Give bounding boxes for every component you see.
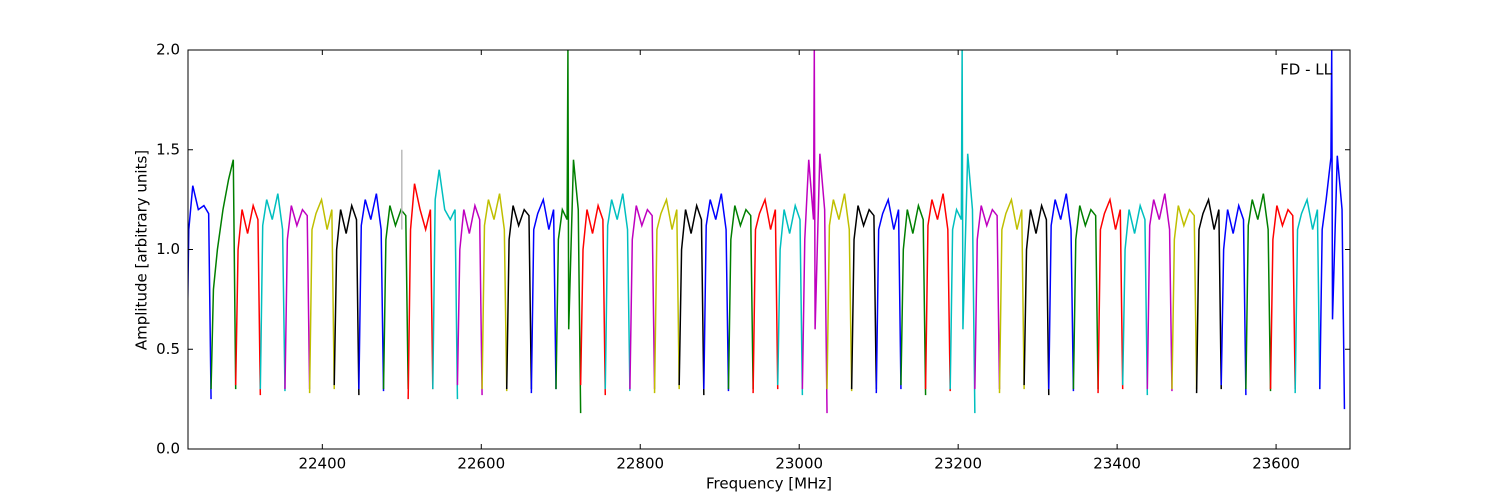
x-tick-label: 23600 [1252,455,1300,473]
spectrum-line [555,50,582,414]
spectrum-line [776,202,804,396]
annotation: FD - LL [1280,61,1332,79]
y-tick-label: 2.0 [156,41,180,59]
spectrum-line [481,193,508,392]
y-tick-label: 1.5 [156,140,180,158]
spectrum-line [530,196,557,394]
spectrum-line [1146,193,1173,392]
spectrum-line [801,50,828,414]
spectrum-line [407,183,434,400]
spectrum-line [974,205,1001,390]
x-tick-label: 23000 [775,455,823,473]
spectrum-line [1294,196,1321,394]
spectrum-line [358,193,385,392]
y-axis-label: Amplitude [arbitrary units] [133,150,151,350]
spectrum-line [900,202,927,396]
spectrum-line [579,202,607,396]
spectrum-line [284,205,311,390]
spectrum-line [188,185,212,400]
spectrum-line [259,193,286,392]
x-tick-label: 22400 [298,455,346,473]
spectrum-line [752,196,779,394]
spectrum-line [678,202,705,396]
spectrum-line [1023,202,1050,396]
spectrum-line [998,196,1025,394]
spectrum-line [1245,193,1272,392]
x-axis-label: Frequency [MHz] [706,475,832,493]
spectrum-line [1121,202,1149,396]
spectrum-line [1195,196,1222,394]
spectrum-line [826,193,853,392]
y-tick-label: 0.5 [156,340,180,358]
y-tick-label: 0.0 [156,440,180,458]
spectrum-line [703,193,730,392]
spectrum-line [1048,193,1075,392]
spectrum-line [432,169,459,400]
spectrum-line [382,205,409,390]
spectrum-line [727,205,754,390]
x-tick-label: 22800 [616,455,664,473]
spectrum-line [629,205,656,390]
spectrum-line [850,205,878,390]
spectrum-line [1097,196,1124,394]
y-tick-label: 1.0 [156,240,180,258]
spectrum-line [1171,205,1198,390]
x-tick-label: 22600 [457,455,505,473]
plot-area [188,50,1346,414]
spectrum-line [210,159,237,390]
spectrum-line [924,193,951,392]
spectrum-line [308,196,335,394]
spectrum-line [1072,205,1099,390]
spectrum-line [1319,50,1346,410]
x-tick-label: 23200 [934,455,982,473]
spectrum-line [875,196,902,394]
spectrum-line [949,50,976,414]
spectrum-line [456,202,483,396]
spectrum-line [333,202,360,396]
spectrum-line [653,196,680,394]
spectrum-line [234,202,262,396]
spectrum-line [604,193,631,392]
spectrum-line [505,205,533,390]
axes-frame [187,49,1351,450]
spectrum-line [1269,205,1296,390]
spectrum-line [1220,202,1247,396]
x-tick-label: 23400 [1093,455,1141,473]
